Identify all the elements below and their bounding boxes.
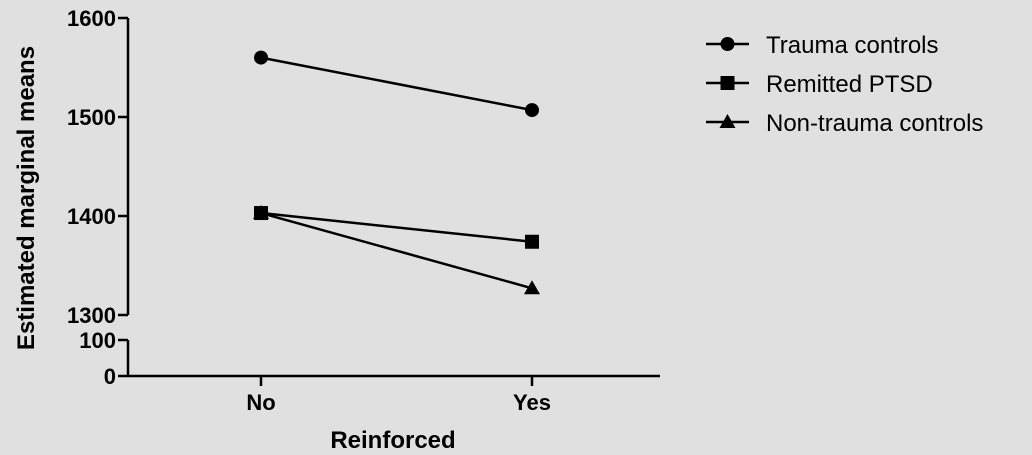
series-line (260, 211, 533, 243)
y-tick-label: 0 (104, 364, 116, 389)
legend-label: Trauma controls (766, 32, 939, 59)
y-tick-label: 1600 (67, 6, 116, 31)
axes: 1300 1400 1500 1600 0 100 No Yes (67, 6, 660, 415)
legend-item: Trauma controls (706, 32, 939, 59)
data-point-triangle (524, 280, 540, 295)
legend-marker-circle (720, 37, 735, 51)
x-tick-label: Yes (513, 390, 551, 415)
legend-item: Non-trauma controls (706, 110, 983, 137)
legend-marker-square (720, 76, 735, 90)
data-point-triangle (253, 205, 269, 220)
legend-marker-triangle (719, 114, 736, 128)
data-point-square (525, 234, 539, 249)
y-axis-title: Estimated marginal means (13, 46, 40, 350)
series-triangle (253, 205, 540, 295)
legend-label: Non-trauma controls (766, 110, 983, 137)
series-line (260, 56, 533, 112)
series-circle (254, 50, 539, 118)
legend-label: Remitted PTSD (766, 71, 933, 98)
y-tick-label: 1500 (67, 105, 116, 130)
x-tick-label: No (246, 390, 275, 415)
legend-item: Remitted PTSD (706, 71, 933, 98)
data-point-circle (254, 50, 268, 65)
y-tick-label: 1300 (67, 303, 116, 328)
x-axis-title: Reinforced (330, 427, 455, 454)
y-tick-label: 100 (79, 328, 116, 353)
series-line (260, 211, 533, 290)
legend: Trauma controls Remitted PTSD Non-trauma c… (706, 32, 983, 137)
series-square (254, 206, 539, 249)
y-tick-label: 1400 (67, 204, 116, 229)
data-point-circle (525, 103, 539, 118)
series-layer (253, 50, 540, 295)
